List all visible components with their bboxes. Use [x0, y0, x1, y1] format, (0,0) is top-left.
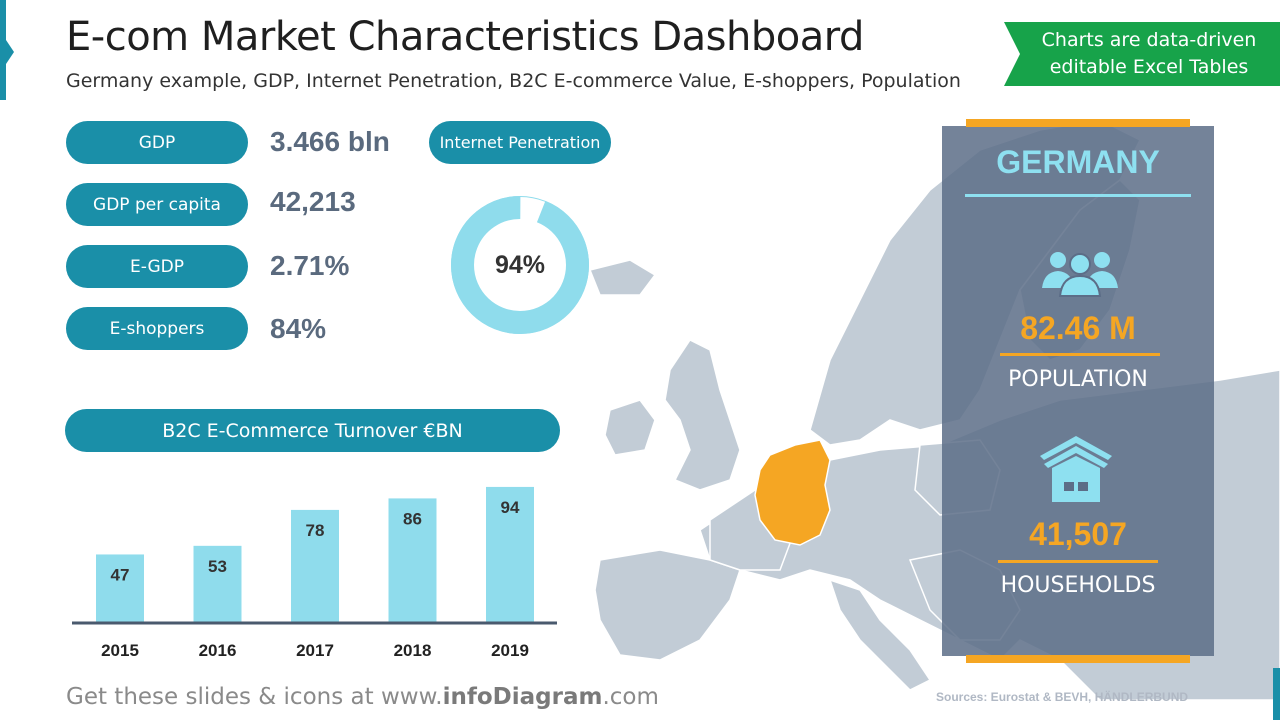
- x-tick-label: 2019: [491, 641, 529, 660]
- footer-brand: infoDiagram: [442, 684, 603, 710]
- map-italy: [828, 578, 932, 691]
- card-title: GERMANY: [996, 144, 1160, 180]
- bar-2016: [193, 545, 242, 622]
- kpi-e-gdp-value: 2.71%: [270, 250, 350, 281]
- footer-prefix: Get these slides & icons at www.: [66, 684, 443, 710]
- kpi-gdp-pill: GDP: [66, 121, 248, 164]
- x-tick-label: 2016: [199, 641, 237, 660]
- page-subtitle: Germany example, GDP, Internet Penetrati…: [66, 70, 961, 92]
- turnover-bar-chart: 47 2015 53 2016 78 2017 86 2018 94 2019: [72, 486, 557, 660]
- x-tick-label: 2017: [296, 641, 334, 660]
- bar-value-label: 86: [403, 509, 422, 528]
- internet-penetration-donut: [451, 196, 589, 334]
- population-underline: [1000, 353, 1160, 356]
- map-germany: [754, 439, 831, 546]
- donut-outline: [451, 196, 589, 334]
- bar-2018: [388, 498, 437, 622]
- card-bottom-accent: [966, 655, 1190, 663]
- map-ireland: [604, 399, 656, 456]
- bar-2017: [291, 509, 339, 622]
- bar-2019: [486, 486, 534, 622]
- bar-value-label: 78: [306, 521, 325, 540]
- kpi-gdp-per-capita-value: 42,213: [270, 186, 356, 217]
- page-title: E-com Market Characteristics Dashboard: [66, 14, 864, 60]
- map-iberia: [594, 549, 741, 661]
- bar-value-label: 94: [501, 498, 520, 517]
- x-tick-label: 2015: [101, 641, 139, 660]
- germany-card: [942, 126, 1214, 656]
- left-accent-notch: [6, 40, 14, 64]
- bar-value-label: 47: [111, 565, 130, 584]
- internet-penetration-pill: Internet Penetration: [429, 121, 611, 164]
- card-top-accent: [966, 119, 1190, 127]
- population-label: POPULATION: [1008, 367, 1148, 392]
- left-accent-bar: [0, 0, 6, 100]
- card-title-underline: [965, 194, 1191, 197]
- internet-penetration-value: 94%: [494, 250, 546, 279]
- bar-2015: [96, 554, 144, 622]
- kpi-e-shoppers-pill: E-shoppers: [66, 307, 248, 350]
- households-label: HOUSEHOLDS: [1000, 573, 1156, 598]
- house-icon: [1040, 436, 1112, 502]
- households-underline: [998, 560, 1158, 563]
- kpi-gdp-value: 3.466 bln: [270, 126, 390, 157]
- right-accent-bar: [1273, 668, 1280, 720]
- kpi-gdp-per-capita-pill: GDP per capita: [66, 183, 248, 226]
- footer-promo: Get these slides & icons at www.infoDiag…: [66, 684, 659, 710]
- households-value: 41,507: [1029, 516, 1127, 552]
- bar-value-label: 53: [208, 557, 227, 576]
- map-great-britain: [664, 339, 741, 491]
- footer-suffix: .com: [602, 684, 659, 710]
- kpi-e-gdp-pill: E-GDP: [66, 245, 248, 288]
- x-tick-label: 2018: [394, 641, 432, 660]
- sources-note: Sources: Eurostat & BEVH, HÄNDLERBUND: [936, 690, 1189, 704]
- map-iceland: [588, 259, 657, 296]
- data-driven-banner: Charts are data-driven editable Excel Ta…: [1004, 22, 1280, 86]
- donut-value-arc: [451, 196, 589, 334]
- turnover-pill: B2C E-Commerce Turnover €BN: [65, 409, 560, 452]
- population-value: 82.46 M: [1020, 310, 1136, 346]
- people-group-icon: [1042, 252, 1118, 297]
- kpi-e-shoppers-value: 84%: [270, 313, 327, 344]
